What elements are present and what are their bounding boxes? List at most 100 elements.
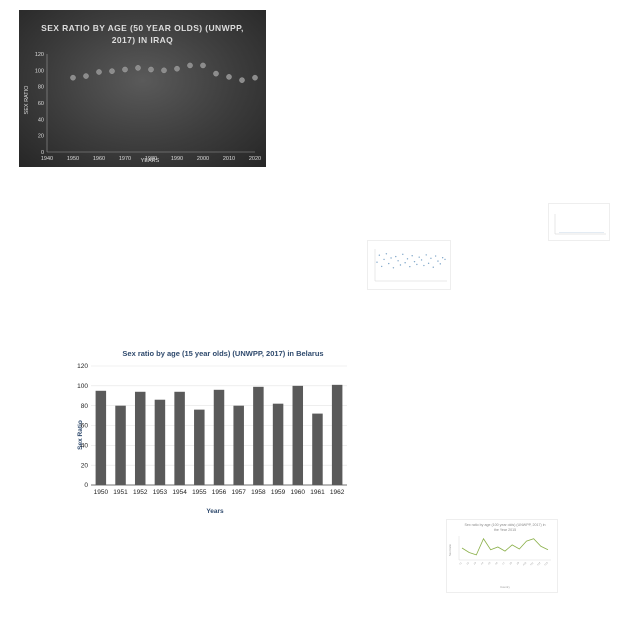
x-tick-label: 1952 — [133, 489, 148, 496]
x-tick-label: c12 — [537, 561, 542, 566]
data-point — [413, 260, 416, 263]
data-point — [439, 263, 442, 265]
x-tick-label: c8 — [509, 561, 513, 565]
x-axis-label: Years — [206, 508, 224, 515]
x-tick-label: 1950 — [67, 156, 79, 162]
x-tick-label: c9 — [516, 561, 520, 565]
y-tick-label: 100 — [35, 68, 44, 74]
bar — [253, 386, 264, 485]
y-axis-label: SEX RATIO — [24, 85, 30, 115]
y-axis-label: Sex Ratio — [448, 544, 452, 557]
data-point — [388, 262, 390, 265]
data-point — [409, 265, 411, 268]
data-point — [83, 73, 89, 79]
y-tick-label: 20 — [81, 462, 89, 469]
y-tick-label: 20 — [38, 134, 44, 140]
bar — [95, 390, 107, 485]
belarus-bar-chart: Sex ratio by age (15 year olds) (UNWPP, … — [73, 344, 355, 519]
x-tick-label: c5 — [487, 561, 491, 565]
bar — [331, 384, 343, 485]
chart-title: Sex ratio by age (15 year olds) (UNWPP, … — [122, 349, 323, 358]
data-point — [423, 264, 425, 267]
x-tick-label: 1970 — [119, 156, 131, 162]
x-tick-label: c4 — [480, 561, 484, 565]
x-tick-label: 1958 — [251, 489, 266, 496]
x-tick-label: 2000 — [197, 156, 209, 162]
x-tick-label: 2010 — [223, 156, 235, 162]
data-point — [427, 262, 430, 265]
data-point — [122, 66, 128, 73]
x-tick-label: 1980 — [145, 156, 157, 162]
x-tick-label: 1955 — [192, 489, 207, 496]
data-point — [392, 267, 395, 269]
data-point — [200, 62, 206, 69]
x-axis-label: YEARS — [141, 158, 160, 164]
data-point — [411, 255, 413, 257]
data-point — [96, 69, 102, 75]
y-tick-label: 120 — [77, 363, 88, 370]
data-point — [402, 253, 404, 256]
data-point — [385, 253, 388, 255]
chart-title: Sex ratio by age (100 year olds) (UNWPP,… — [464, 523, 545, 527]
data-point — [399, 264, 402, 266]
year-2015-line-chart: Sex ratio by age (100 year olds) (UNWPP,… — [446, 519, 558, 593]
data-point — [404, 262, 406, 264]
y-tick-label: 100 — [77, 383, 88, 390]
thumbnail-chart-top-right — [548, 203, 610, 241]
data-point — [378, 254, 381, 256]
y-tick-label: 40 — [81, 443, 89, 450]
bar — [115, 405, 126, 485]
data-point — [420, 259, 423, 261]
data-point — [174, 65, 180, 72]
y-tick-label: 80 — [38, 85, 44, 91]
x-tick-label: 1951 — [113, 489, 128, 496]
y-axis-label: Sex Ratio — [77, 420, 84, 450]
x-tick-label: 1961 — [310, 489, 325, 496]
thumbnail-chart-svg — [554, 214, 606, 235]
data-point — [239, 77, 245, 83]
x-tick-label: c6 — [495, 561, 499, 565]
data-point — [148, 66, 154, 73]
data-point — [430, 257, 432, 259]
belarus-bar-svg: Sex ratio by age (15 year olds) (UNWPP, … — [77, 349, 347, 515]
iraq-scatter-svg: SEX RATIO BY AGE (50 YEAR OLDS) (UNWPP, … — [24, 23, 261, 164]
bar — [213, 389, 225, 485]
x-tick-label: c1 — [459, 561, 463, 565]
year-2015-line-svg: Sex ratio by age (100 year olds) (UNWPP,… — [448, 523, 551, 589]
data-point — [425, 254, 427, 256]
x-tick-label: 1940 — [41, 156, 53, 162]
bar — [174, 391, 185, 485]
x-tick-label: 1956 — [212, 489, 227, 496]
data-point — [380, 265, 383, 268]
x-axis-label: Country — [500, 585, 510, 589]
data-point — [437, 260, 439, 262]
chart-title-line2: the Year 2015 — [494, 528, 516, 532]
x-tick-label: 1954 — [172, 489, 187, 496]
bar — [272, 403, 284, 485]
bar — [154, 399, 166, 485]
x-tick-label: 1950 — [94, 489, 109, 496]
series-line — [461, 537, 549, 556]
x-tick-label: c3 — [473, 561, 477, 565]
data-point — [441, 257, 444, 259]
chart-title-line2: 2017) IN IRAQ — [112, 35, 173, 45]
data-point — [161, 67, 167, 74]
x-tick-label: 1953 — [153, 489, 168, 496]
x-tick-label: c10 — [522, 561, 527, 566]
data-point — [213, 70, 219, 77]
y-tick-label: 60 — [38, 101, 44, 107]
x-tick-label: 1960 — [93, 156, 105, 162]
data-point — [406, 258, 409, 260]
x-tick-label: 1960 — [291, 489, 306, 496]
data-point — [187, 62, 193, 69]
y-tick-label: 60 — [81, 423, 89, 430]
y-tick-label: 80 — [81, 403, 89, 410]
data-point — [432, 266, 434, 268]
y-tick-label: 0 — [41, 150, 44, 156]
data-point — [226, 74, 232, 80]
data-point — [418, 256, 420, 258]
bar — [312, 413, 323, 485]
y-tick-label: 0 — [84, 482, 88, 489]
x-tick-label: c2 — [466, 561, 470, 565]
data-point — [383, 258, 385, 261]
